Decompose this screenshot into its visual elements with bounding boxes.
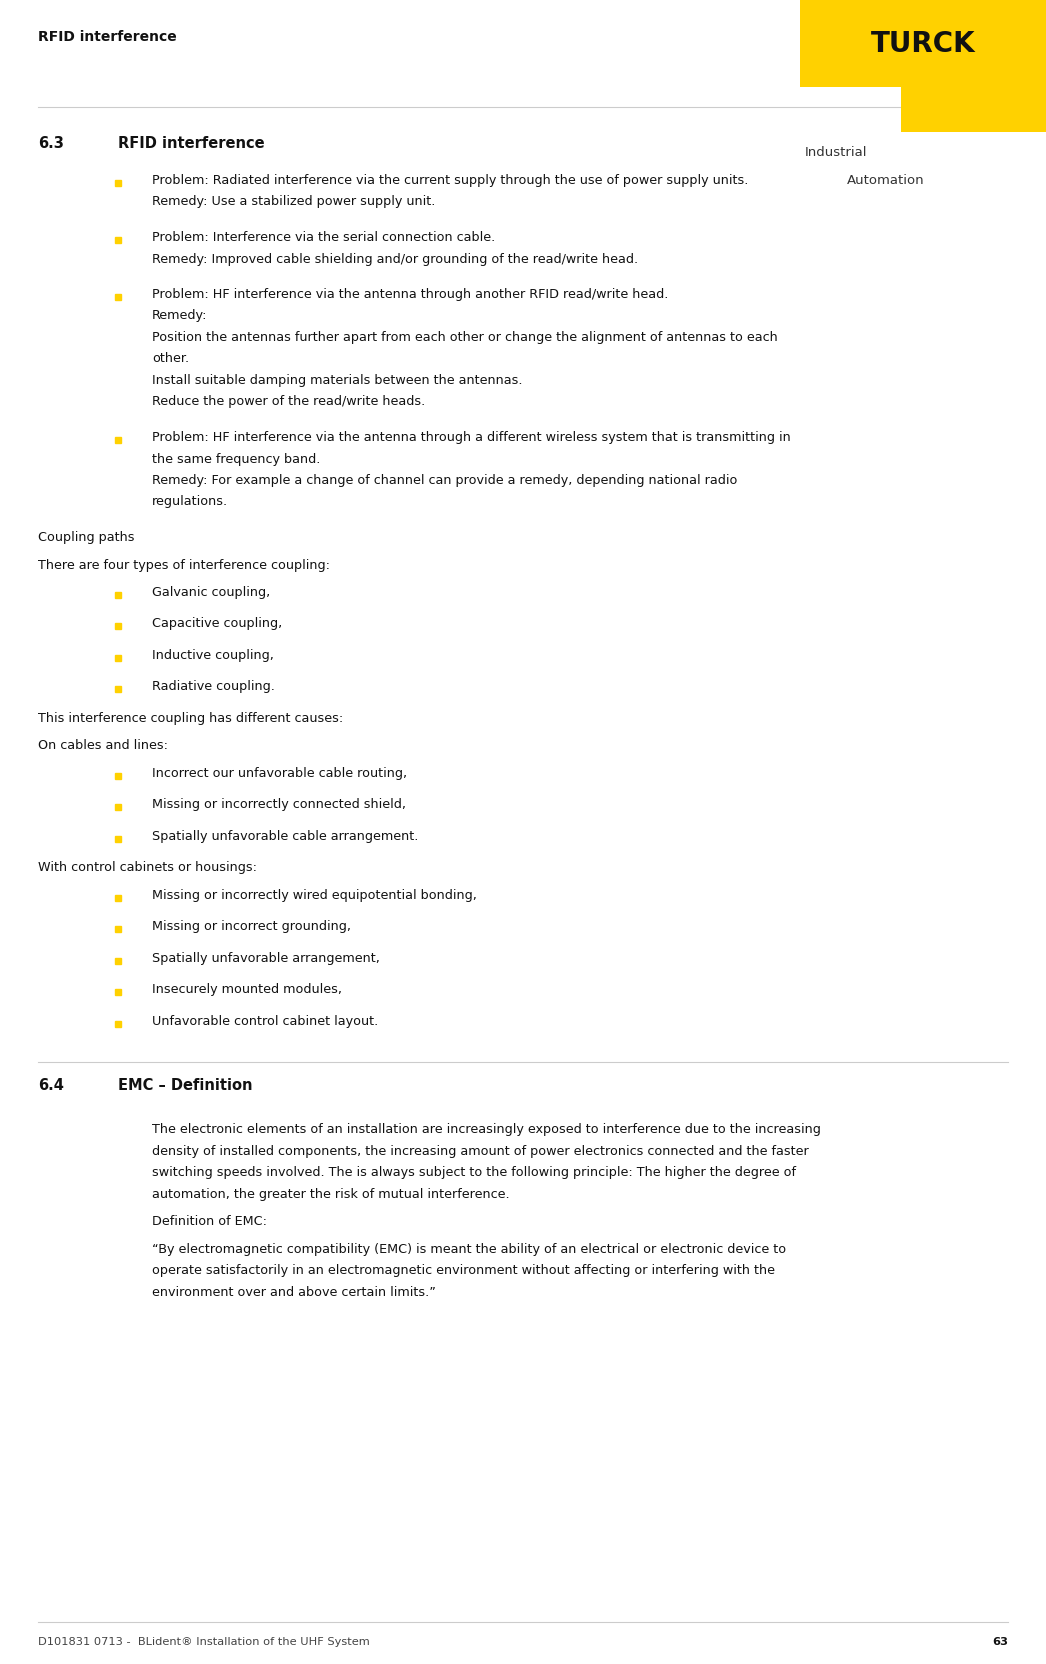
Text: D101831 0713 -  BLident® Installation of the UHF System: D101831 0713 - BLident® Installation of … xyxy=(38,1636,369,1646)
Bar xyxy=(800,0,1046,88)
Text: other.: other. xyxy=(152,353,189,366)
Text: Insecurely mounted modules,: Insecurely mounted modules, xyxy=(152,983,342,995)
Text: With control cabinets or housings:: With control cabinets or housings: xyxy=(38,860,257,874)
Text: Problem: HF interference via the antenna through a different wireless system tha: Problem: HF interference via the antenna… xyxy=(152,431,791,444)
Text: TURCK: TURCK xyxy=(870,30,975,58)
Text: Remedy: For example a change of channel can provide a remedy, depending national: Remedy: For example a change of channel … xyxy=(152,474,737,486)
Text: Spatially unfavorable cable arrangement.: Spatially unfavorable cable arrangement. xyxy=(152,829,418,842)
Text: Problem: Interference via the serial connection cable.: Problem: Interference via the serial con… xyxy=(152,231,495,245)
Text: The electronic elements of an installation are increasingly exposed to interfere: The electronic elements of an installati… xyxy=(152,1123,821,1137)
Text: Definition of EMC:: Definition of EMC: xyxy=(152,1215,267,1228)
Text: Inductive coupling,: Inductive coupling, xyxy=(152,649,274,662)
Text: regulations.: regulations. xyxy=(152,496,228,508)
Text: Missing or incorrect grounding,: Missing or incorrect grounding, xyxy=(152,920,351,934)
Text: Capacitive coupling,: Capacitive coupling, xyxy=(152,617,282,631)
Text: “By electromagnetic compatibility (EMC) is meant the ability of an electrical or: “By electromagnetic compatibility (EMC) … xyxy=(152,1243,787,1255)
Text: 6.3: 6.3 xyxy=(38,136,64,151)
Bar xyxy=(901,88,1046,133)
Text: automation, the greater the risk of mutual interference.: automation, the greater the risk of mutu… xyxy=(152,1188,509,1200)
Text: Missing or incorrectly wired equipotential bonding,: Missing or incorrectly wired equipotenti… xyxy=(152,889,477,902)
Text: Remedy: Use a stabilized power supply unit.: Remedy: Use a stabilized power supply un… xyxy=(152,195,435,208)
Text: Unfavorable control cabinet layout.: Unfavorable control cabinet layout. xyxy=(152,1015,379,1027)
Text: 63: 63 xyxy=(992,1636,1008,1646)
Text: Problem: HF interference via the antenna through another RFID read/write head.: Problem: HF interference via the antenna… xyxy=(152,288,668,301)
Text: Problem: Radiated interference via the current supply through the use of power s: Problem: Radiated interference via the c… xyxy=(152,175,748,186)
Text: density of installed components, the increasing amount of power electronics conn: density of installed components, the inc… xyxy=(152,1145,809,1156)
Text: Reduce the power of the read/write heads.: Reduce the power of the read/write heads… xyxy=(152,396,426,408)
Text: environment over and above certain limits.”: environment over and above certain limit… xyxy=(152,1285,436,1298)
Text: Missing or incorrectly connected shield,: Missing or incorrectly connected shield, xyxy=(152,799,406,810)
Text: Incorrect our unfavorable cable routing,: Incorrect our unfavorable cable routing, xyxy=(152,767,407,779)
Text: Position the antennas further apart from each other or change the alignment of a: Position the antennas further apart from… xyxy=(152,331,778,344)
Text: RFID interference: RFID interference xyxy=(118,136,265,151)
Text: EMC – Definition: EMC – Definition xyxy=(118,1078,252,1093)
Text: the same frequency band.: the same frequency band. xyxy=(152,453,320,466)
Text: Coupling paths: Coupling paths xyxy=(38,531,135,544)
Text: There are four types of interference coupling:: There are four types of interference cou… xyxy=(38,557,329,571)
Text: operate satisfactorily in an electromagnetic environment without affecting or in: operate satisfactorily in an electromagn… xyxy=(152,1263,775,1276)
Text: RFID interference: RFID interference xyxy=(38,30,177,43)
Text: 6.4: 6.4 xyxy=(38,1078,64,1093)
Text: Galvanic coupling,: Galvanic coupling, xyxy=(152,586,270,599)
Text: Install suitable damping materials between the antennas.: Install suitable damping materials betwe… xyxy=(152,374,523,386)
Text: This interference coupling has different causes:: This interference coupling has different… xyxy=(38,712,343,724)
Text: switching speeds involved. The is always subject to the following principle: The: switching speeds involved. The is always… xyxy=(152,1166,796,1178)
Text: Automation: Automation xyxy=(847,175,925,186)
Text: Remedy: Improved cable shielding and/or grounding of the read/write head.: Remedy: Improved cable shielding and/or … xyxy=(152,253,638,265)
Text: On cables and lines:: On cables and lines: xyxy=(38,739,168,752)
Text: Industrial: Industrial xyxy=(805,146,867,158)
Text: Radiative coupling.: Radiative coupling. xyxy=(152,681,275,694)
Text: Remedy:: Remedy: xyxy=(152,310,207,323)
Text: Spatially unfavorable arrangement,: Spatially unfavorable arrangement, xyxy=(152,952,380,965)
